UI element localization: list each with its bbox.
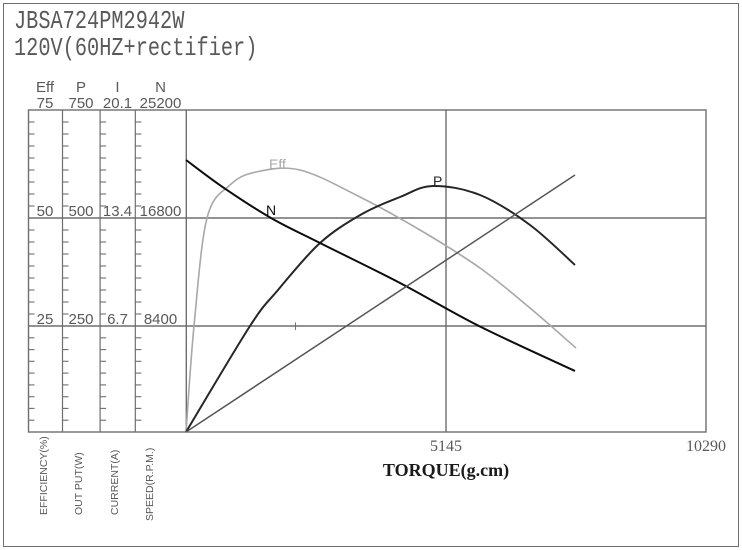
svg-text:Eff: Eff bbox=[269, 156, 286, 172]
svg-text:P: P bbox=[433, 173, 442, 189]
svg-text:N: N bbox=[266, 202, 276, 218]
svg-text:I: I bbox=[294, 321, 297, 333]
